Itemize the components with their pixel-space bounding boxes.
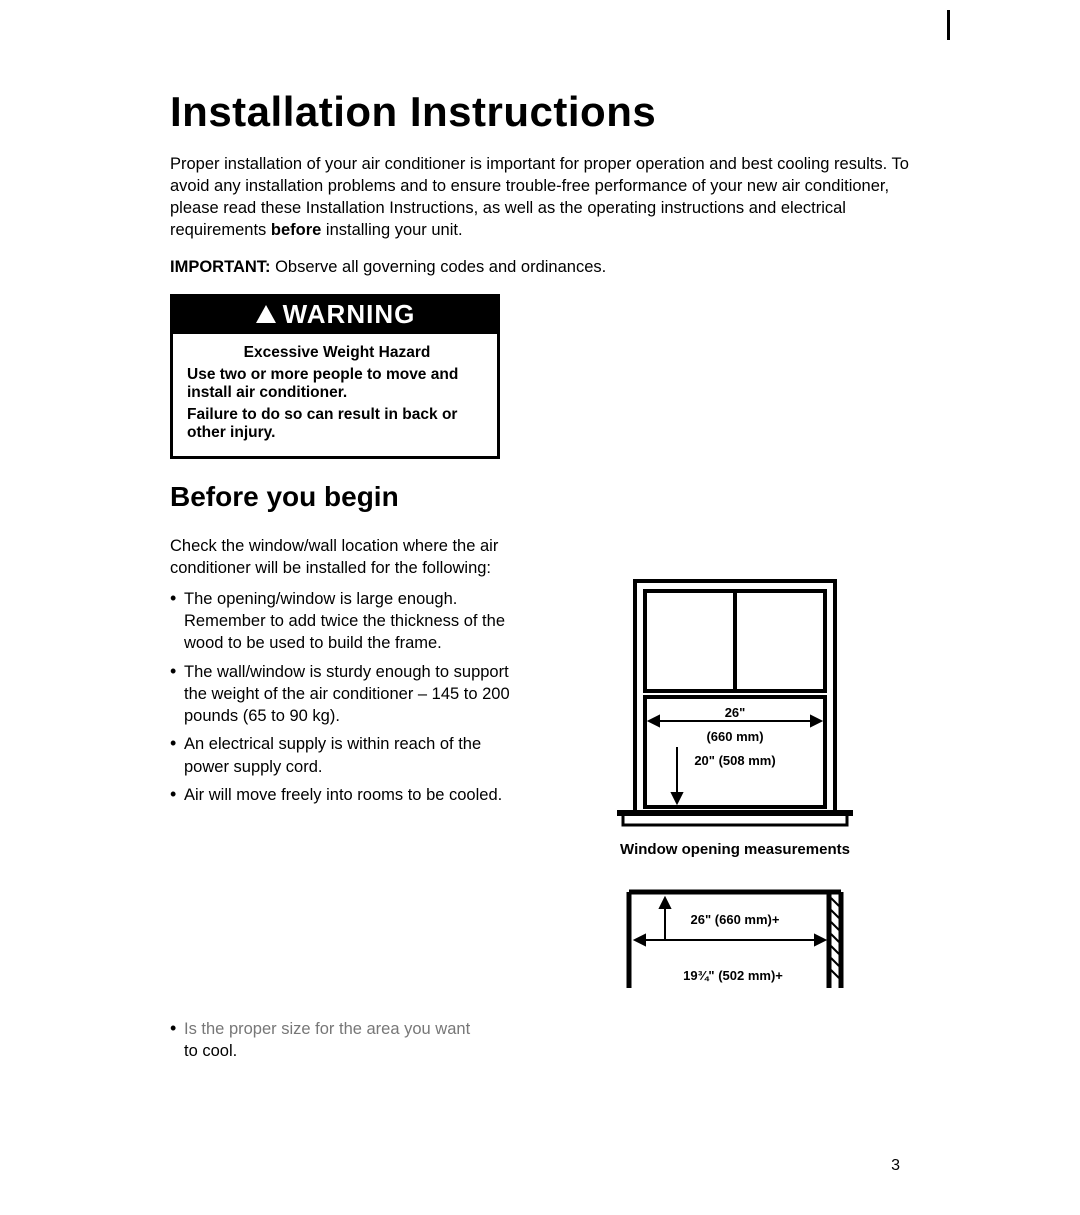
- window-diagram: 26" (660 mm) 20" (508 mm): [617, 579, 853, 831]
- window-diagram-caption: Window opening measurements: [620, 841, 850, 858]
- warning-header-text: WARNING: [283, 299, 416, 330]
- intro-text-after: installing your unit.: [321, 221, 462, 239]
- intro-bold-word: before: [271, 221, 321, 239]
- warning-hazard-title: Excessive Weight Hazard: [187, 344, 487, 362]
- left-column: Check the window/wall location where the…: [170, 519, 520, 812]
- warning-body: Excessive Weight Hazard Use two or more …: [173, 334, 497, 456]
- wall-diagram: 26" (660 mm)+ 19¾" (502 mm)+: [625, 888, 845, 988]
- window-width-label: 26": [725, 705, 746, 720]
- page-title: Installation Instructions: [170, 88, 910, 136]
- page-number: 3: [891, 1157, 900, 1175]
- intro-paragraph: Proper installation of your air conditio…: [170, 153, 910, 242]
- checklist: The opening/window is large enough. Reme…: [170, 588, 520, 806]
- wall-height-label: 19¾" (502 mm)+: [683, 968, 783, 983]
- lead-in-text: Check the window/wall location where the…: [170, 535, 520, 580]
- cutoff-clear-text: to cool.: [184, 1042, 237, 1060]
- warning-header: WARNING: [173, 297, 497, 334]
- list-item: Air will move freely into rooms to be co…: [170, 784, 520, 806]
- wall-width-label: 26" (660 mm)+: [691, 912, 780, 927]
- important-line: IMPORTANT: Observe all governing codes a…: [170, 258, 910, 277]
- warning-triangle-icon: [255, 304, 277, 324]
- cutoff-bullet: Is the proper size for the area you want…: [170, 1018, 520, 1069]
- window-height-label: 20" (508 mm): [694, 753, 775, 768]
- warning-line-1: Use two or more people to move and insta…: [187, 366, 487, 402]
- list-item: An electrical supply is within reach of …: [170, 733, 520, 778]
- important-label: IMPORTANT:: [170, 258, 271, 276]
- warning-box: WARNING Excessive Weight Hazard Use two …: [170, 294, 500, 459]
- scan-artifact-mark: [947, 10, 950, 40]
- cutoff-faded-text: Is the proper size for the area you want: [184, 1020, 470, 1038]
- list-item: The wall/window is sturdy enough to supp…: [170, 661, 520, 728]
- right-column: 26" (660 mm) 20" (508 mm) Window opening…: [560, 519, 910, 988]
- window-mm-label: (660 mm): [706, 729, 763, 744]
- important-text: Observe all governing codes and ordinanc…: [271, 258, 607, 276]
- warning-line-2: Failure to do so can result in back or o…: [187, 406, 487, 442]
- section-heading: Before you begin: [170, 481, 910, 513]
- list-item: The opening/window is large enough. Reme…: [170, 588, 520, 655]
- list-item: Is the proper size for the area you want…: [170, 1018, 520, 1063]
